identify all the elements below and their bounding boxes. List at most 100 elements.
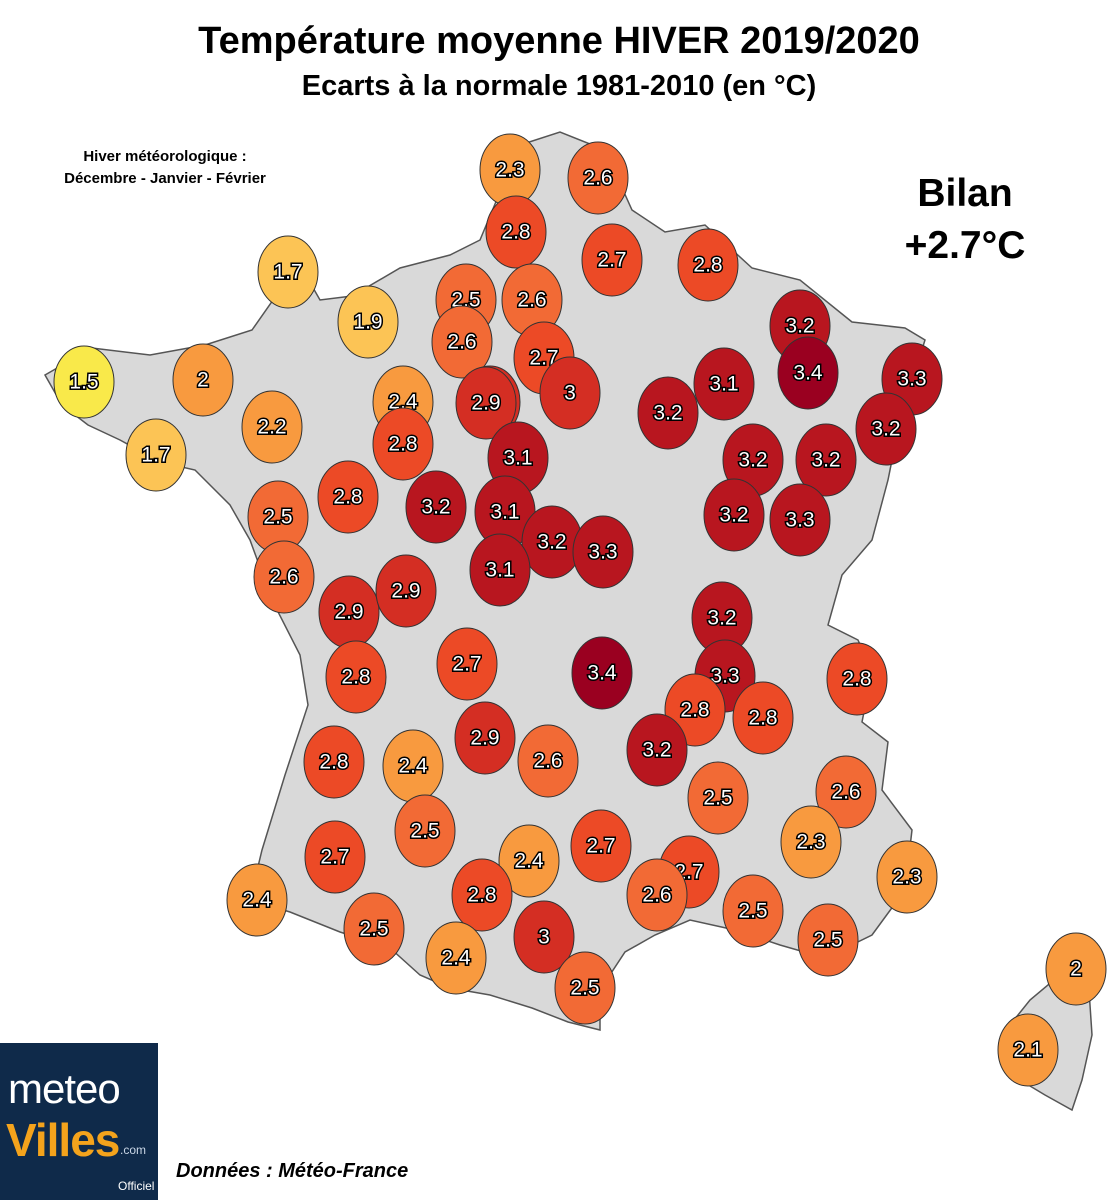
station-bubble: 2.5 <box>343 892 405 966</box>
station-value-label: 2.7 <box>452 653 481 676</box>
station-bubble: 2.5 <box>797 903 859 977</box>
logo-text-official: Officiel <box>118 1179 155 1193</box>
station-bubble: 2.8 <box>303 725 365 799</box>
station-bubble: 3.1 <box>693 347 755 421</box>
station-value-label: 2.8 <box>333 486 362 509</box>
station-bubble-shape <box>405 470 467 544</box>
station-bubble: 2.7 <box>304 820 366 894</box>
station-bubble: 2.9 <box>454 701 516 775</box>
station-value-label: 2.6 <box>583 167 612 190</box>
station-value-label: 1.7 <box>273 261 302 284</box>
station-bubble-shape <box>455 366 517 440</box>
station-bubble: 2.5 <box>554 951 616 1025</box>
meteovilles-logo: meteo Villes .com Officiel <box>0 1043 158 1200</box>
station-value-label: 3.4 <box>793 362 823 385</box>
station-bubble-shape <box>732 681 794 755</box>
station-value-label: 3.2 <box>719 504 748 527</box>
station-value-label: 3.2 <box>421 496 450 519</box>
map-subtitle: Ecarts à la normale 1981-2010 (en °C) <box>301 70 817 102</box>
station-bubble: 2 <box>172 343 234 417</box>
station-bubble: 3.2 <box>855 392 917 466</box>
station-bubble: 2.9 <box>375 554 437 628</box>
station-bubble: 2.5 <box>722 874 784 948</box>
station-value-label: 2.6 <box>533 750 562 773</box>
station-value-label: 2.3 <box>796 831 825 854</box>
station-value-label: 2.8 <box>501 221 530 244</box>
station-bubble: 3.4 <box>777 336 839 410</box>
station-value-label: 2.2 <box>257 416 286 439</box>
station-bubble-shape <box>769 483 831 557</box>
data-source: Données : Météo-France <box>176 1160 409 1182</box>
station-value-label: 3.2 <box>738 449 767 472</box>
station-bubble-shape <box>795 423 857 497</box>
station-bubble-shape <box>337 285 399 359</box>
station-value-label: 1.7 <box>141 444 170 467</box>
station-bubble: 2.4 <box>226 863 288 937</box>
station-value-label: 3 <box>538 926 550 949</box>
station-value-label: 1.5 <box>69 371 98 394</box>
station-value-label: 3.2 <box>653 402 682 425</box>
station-bubble: 3.1 <box>469 533 531 607</box>
station-bubble-shape <box>513 900 575 974</box>
station-bubble: 3.2 <box>626 713 688 787</box>
station-bubble-shape <box>626 858 688 932</box>
station-bubble: 2.7 <box>436 627 498 701</box>
station-bubble-shape <box>425 921 487 995</box>
station-value-label: 2.7 <box>597 249 626 272</box>
station-value-label: 3.1 <box>490 501 519 524</box>
station-bubble: 2.6 <box>626 858 688 932</box>
station-value-label: 2.5 <box>359 918 388 941</box>
station-value-label: 3.2 <box>785 315 814 338</box>
station-bubble-shape <box>703 478 765 552</box>
station-bubble: 3.2 <box>405 470 467 544</box>
station-bubble-shape <box>687 761 749 835</box>
station-bubble: 2.9 <box>318 575 380 649</box>
station-bubble: 2.7 <box>581 223 643 297</box>
station-value-label: 3.1 <box>503 447 532 470</box>
bilan-value: +2.7°C <box>904 224 1026 267</box>
station-bubble-shape <box>572 515 634 589</box>
station-bubble: 2.3 <box>876 840 938 914</box>
station-bubble: 3.2 <box>703 478 765 552</box>
station-bubble-shape <box>876 840 938 914</box>
station-value-label: 2 <box>197 369 209 392</box>
station-bubble-shape <box>581 223 643 297</box>
station-bubble: 3.1 <box>474 475 536 549</box>
station-value-label: 2.5 <box>410 820 439 843</box>
station-value-label: 2.6 <box>269 566 298 589</box>
station-bubble-shape <box>304 820 366 894</box>
station-bubble-shape <box>1045 932 1107 1006</box>
station-bubble-shape <box>997 1013 1059 1087</box>
station-value-label: 2.8 <box>388 433 417 456</box>
station-bubble-shape <box>539 356 601 430</box>
station-bubble: 1.7 <box>125 418 187 492</box>
station-bubble-shape <box>253 540 315 614</box>
station-bubble-shape <box>469 533 531 607</box>
station-bubble-shape <box>375 554 437 628</box>
station-bubble: 3 <box>513 900 575 974</box>
station-bubble-shape <box>637 376 699 450</box>
station-bubble: 2.2 <box>241 390 303 464</box>
station-bubble-shape <box>722 874 784 948</box>
logo-text-domain: .com <box>120 1143 147 1157</box>
station-bubble-shape <box>241 390 303 464</box>
station-bubble-shape <box>451 858 513 932</box>
station-bubble-shape <box>53 345 115 419</box>
station-bubble-shape <box>485 195 547 269</box>
station-bubble: 2.8 <box>325 640 387 714</box>
station-bubble-shape <box>317 460 379 534</box>
station-bubble: 2 <box>1045 932 1107 1006</box>
station-bubble-shape <box>815 755 877 829</box>
station-bubble: 3.3 <box>769 483 831 557</box>
station-bubble: 2.6 <box>431 305 493 379</box>
station-value-label: 2.8 <box>341 666 370 689</box>
station-value-label: 2.8 <box>467 884 496 907</box>
station-bubble-shape <box>303 725 365 799</box>
station-value-label: 2.7 <box>586 835 615 858</box>
station-value-label: 3.2 <box>871 418 900 441</box>
station-value-label: 2.5 <box>738 900 767 923</box>
map-title: Température moyenne HIVER 2019/2020 <box>198 20 920 62</box>
station-bubble: 2.6 <box>517 724 579 798</box>
season-note-line2: Décembre - Janvier - Février <box>64 170 266 187</box>
station-value-label: 3.2 <box>811 449 840 472</box>
